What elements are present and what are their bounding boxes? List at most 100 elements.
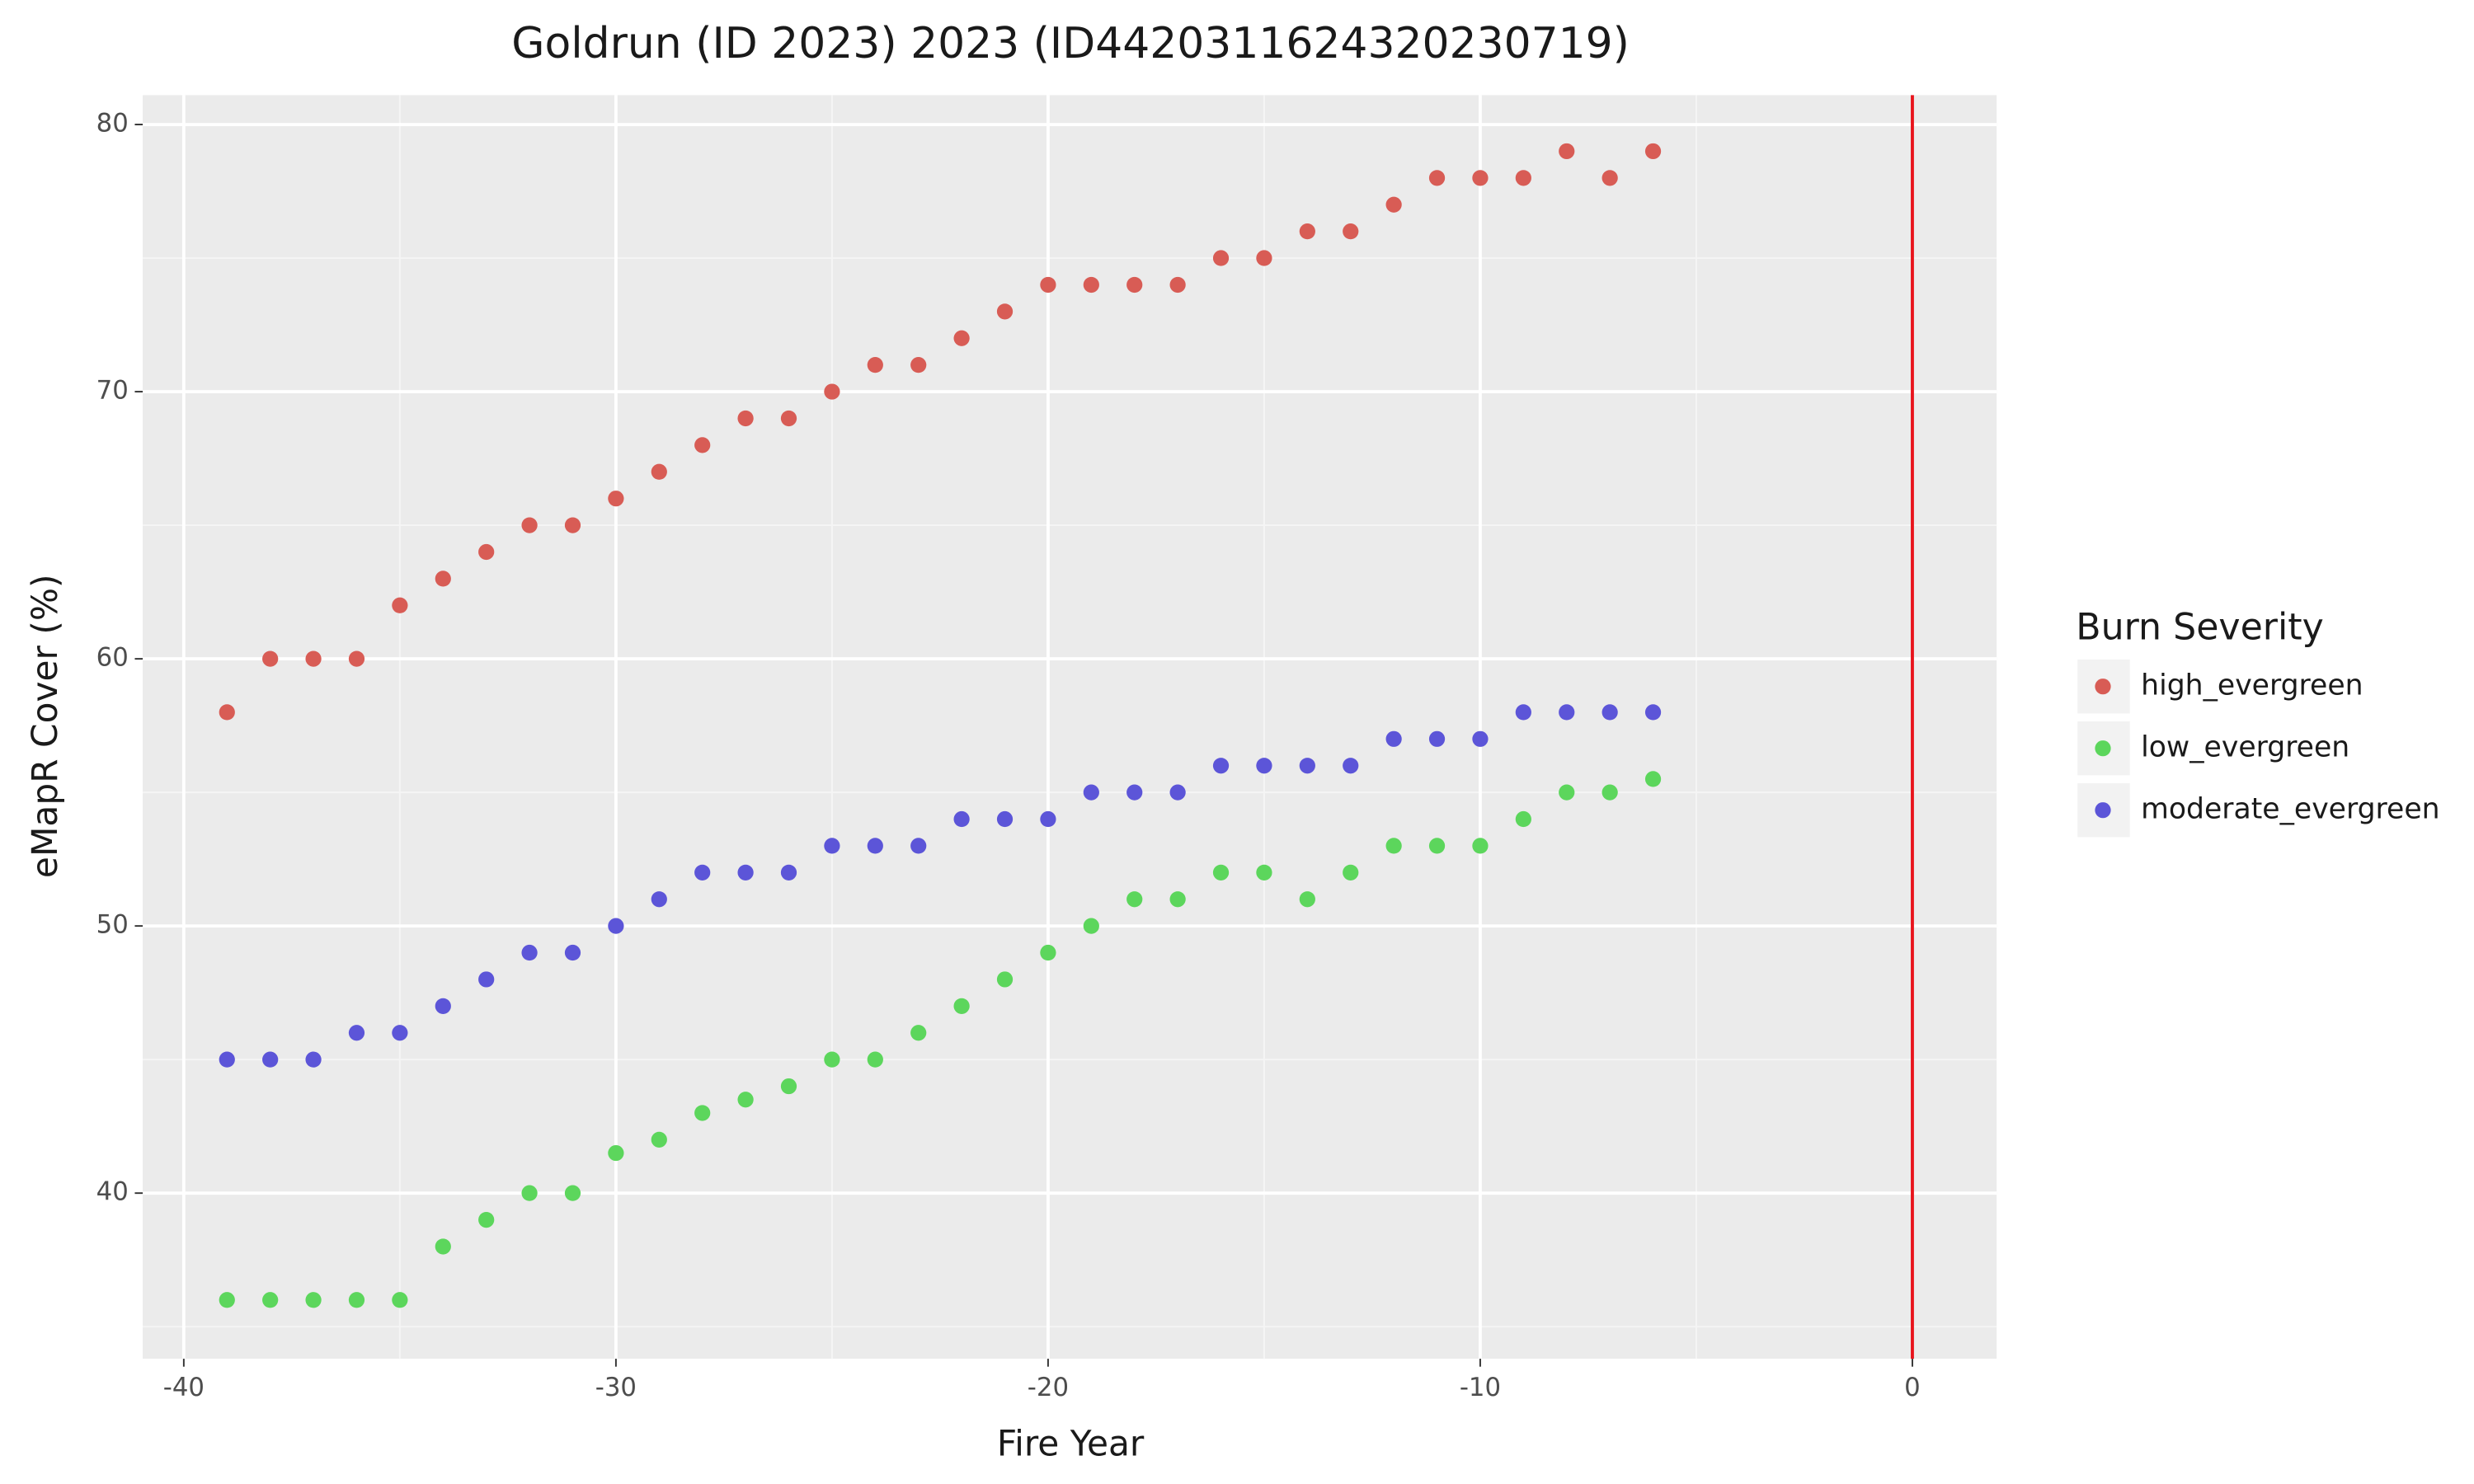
point xyxy=(824,838,840,854)
point xyxy=(262,1051,279,1068)
point xyxy=(996,971,1014,988)
point xyxy=(1083,918,1099,934)
point xyxy=(1169,276,1186,294)
point xyxy=(1644,704,1662,721)
point xyxy=(348,650,365,667)
y-tick-label: 40 xyxy=(96,1177,129,1207)
point xyxy=(1559,784,1575,801)
point xyxy=(651,891,667,908)
point xyxy=(1299,758,1315,774)
point xyxy=(305,650,322,667)
point xyxy=(1644,771,1662,787)
point xyxy=(1040,810,1056,828)
point xyxy=(1559,143,1575,160)
point xyxy=(1515,704,1531,721)
point xyxy=(1385,196,1402,213)
point xyxy=(1169,891,1186,908)
point xyxy=(1472,730,1489,747)
point xyxy=(910,1025,927,1041)
point xyxy=(1385,838,1402,854)
point xyxy=(867,1051,883,1068)
point xyxy=(521,1185,538,1201)
point xyxy=(1256,864,1272,881)
point xyxy=(348,1292,365,1308)
point xyxy=(651,1131,667,1148)
point xyxy=(953,998,970,1014)
point xyxy=(1169,784,1186,801)
point xyxy=(1212,758,1230,774)
point xyxy=(564,1185,581,1201)
legend-label: moderate_evergreen xyxy=(2141,793,2439,826)
point xyxy=(1343,758,1359,774)
x-tick-label: -20 xyxy=(1028,1373,1069,1402)
point xyxy=(219,1051,235,1068)
point xyxy=(1385,730,1402,747)
grid: -40 -30 -20 -10 0 40 50 60 70 80 xyxy=(96,95,1997,1402)
point xyxy=(1083,276,1099,294)
point xyxy=(1515,810,1531,828)
point xyxy=(219,1292,235,1308)
point xyxy=(478,543,495,561)
point xyxy=(1299,223,1315,240)
point xyxy=(521,944,538,961)
point xyxy=(1559,704,1575,721)
point xyxy=(694,864,711,881)
point xyxy=(564,944,581,961)
x-axis-title: Fire Year xyxy=(997,1423,1145,1463)
point xyxy=(1040,944,1056,961)
point xyxy=(867,838,883,854)
point xyxy=(564,517,581,533)
legend-title: Burn Severity xyxy=(2076,606,2323,648)
legend-marker xyxy=(2095,740,2111,757)
point xyxy=(867,357,883,373)
point xyxy=(1040,276,1056,294)
point xyxy=(1472,838,1489,854)
point xyxy=(1343,223,1359,240)
point xyxy=(608,918,624,934)
y-tick-label: 60 xyxy=(96,643,129,673)
point xyxy=(694,1105,711,1121)
point xyxy=(780,864,797,881)
point xyxy=(305,1292,322,1308)
point xyxy=(953,810,970,828)
point xyxy=(1126,276,1143,294)
y-axis-title: eMapR Cover (%) xyxy=(25,574,65,878)
point xyxy=(305,1051,322,1068)
point xyxy=(1602,170,1618,186)
x-tick-label: -40 xyxy=(163,1373,205,1402)
point xyxy=(608,1144,624,1162)
point xyxy=(1126,784,1143,801)
x-tick-label: -30 xyxy=(595,1373,637,1402)
legend-label: low_evergreen xyxy=(2141,731,2349,764)
point xyxy=(478,971,495,988)
point xyxy=(1343,864,1359,881)
point xyxy=(694,437,711,453)
point xyxy=(392,1292,408,1308)
point xyxy=(219,704,235,721)
chart-title: Goldrun (ID 2023) 2023 (ID44203116243202… xyxy=(511,19,1630,68)
point xyxy=(824,1051,840,1068)
point xyxy=(1515,170,1531,186)
plot-panel xyxy=(143,95,1997,1360)
point xyxy=(737,1092,754,1108)
point xyxy=(1428,838,1446,854)
point xyxy=(348,1025,365,1041)
point xyxy=(1299,891,1315,908)
point xyxy=(478,1211,495,1228)
point xyxy=(910,357,927,373)
point xyxy=(824,383,840,400)
point xyxy=(392,597,408,613)
point xyxy=(910,838,927,854)
point xyxy=(737,864,754,881)
point xyxy=(262,650,279,667)
point xyxy=(1212,864,1230,881)
point xyxy=(1644,143,1662,160)
point xyxy=(1472,170,1489,186)
y-tick-label: 50 xyxy=(96,910,129,940)
y-tick-label: 70 xyxy=(96,376,129,406)
point xyxy=(1428,730,1446,747)
point xyxy=(1602,704,1618,721)
point xyxy=(1256,250,1272,266)
point xyxy=(1602,784,1618,801)
legend: high_evergreen low_evergreen moderate_ever… xyxy=(2077,660,2440,838)
